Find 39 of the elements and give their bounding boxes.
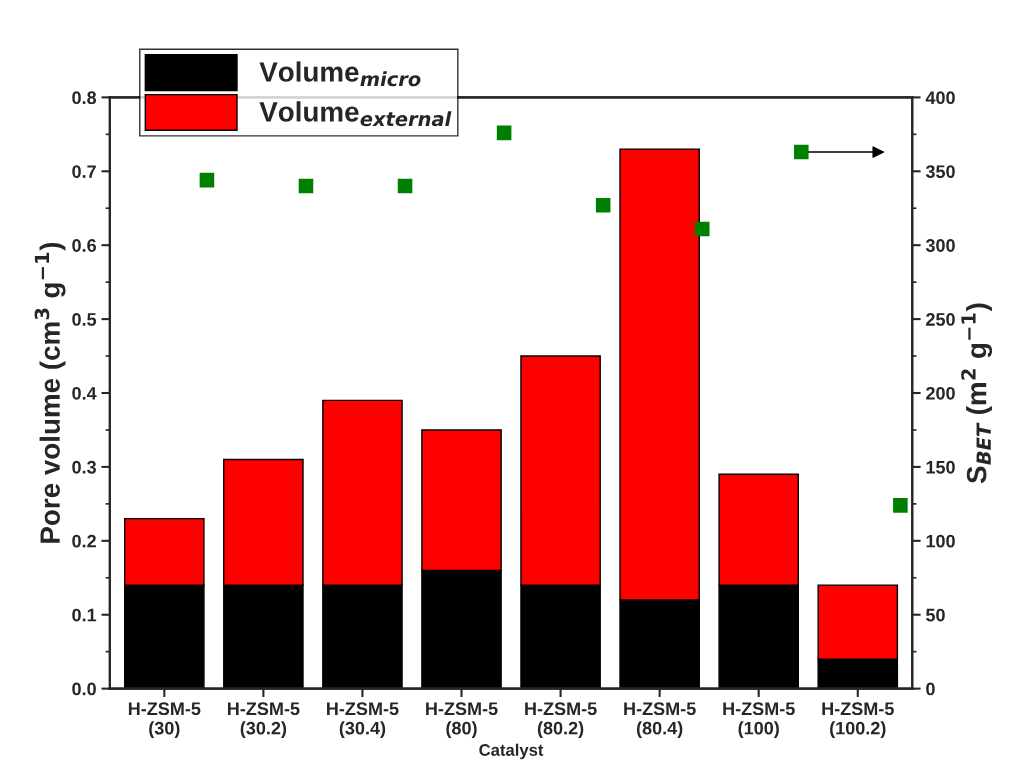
y-tick-label: 0.8	[72, 91, 97, 105]
y-axis-title: Pore volume (cm$^{3}$ g$^{−1}$)	[34, 242, 66, 543]
x-tick-label: H-ZSM-5 (30.2)	[227, 702, 300, 739]
y2-tick-label: 0	[926, 682, 935, 696]
point	[298, 178, 314, 194]
point	[694, 221, 710, 237]
y-tick-label: 0.5	[72, 313, 97, 326]
x-tick-label: H-ZSM-5 (80)	[426, 702, 498, 739]
y2-tick-label: 100	[926, 534, 955, 548]
y2-tick-label: 150	[926, 460, 955, 474]
point	[397, 178, 413, 194]
x-tick-label: H-ZSM-5 (80.2)	[525, 702, 597, 739]
y2-tick-label: 50	[926, 608, 945, 622]
y2-tick-label: 200	[926, 386, 955, 400]
x-tick-label: H-ZSM-5 (100)	[723, 702, 795, 739]
legend-label: Volume$_{external}$	[259, 101, 452, 127]
x-tick-label: H-ZSM-5 (30.4)	[327, 702, 399, 739]
x-axis-title: Catalyst	[479, 743, 544, 760]
y-tick-label: 0.7	[72, 165, 96, 178]
y2-tick-label: 400	[925, 91, 955, 105]
y2-axis-title: S$_{BET}$ (m$^{2}$ g$^{−1}$)	[961, 303, 993, 484]
y-tick-label: 0.1	[72, 608, 97, 622]
y2-tick-label: 350	[925, 165, 955, 179]
point	[893, 498, 908, 513]
y-tick-label: 0.3	[72, 460, 96, 474]
y-tick-label: 0.0	[72, 682, 96, 696]
y2-tick-label: 250	[926, 313, 955, 326]
x-tick-label: H-ZSM-5 (100.2)	[822, 702, 894, 739]
point	[595, 198, 611, 213]
y2-tick-label: 300	[925, 239, 955, 252]
y-tick-label: 0.2	[72, 534, 96, 548]
x-tick-label: H-ZSM-5 (30)	[128, 702, 201, 739]
point	[199, 172, 215, 188]
point	[496, 125, 512, 141]
point	[794, 144, 809, 160]
y-tick-label: 0.6	[72, 239, 96, 252]
legend-label: Volume$_{micro}$	[259, 61, 421, 87]
y-tick-label: 0.4	[72, 386, 97, 400]
x-tick-label: H-ZSM-5 (80.4)	[624, 702, 696, 739]
